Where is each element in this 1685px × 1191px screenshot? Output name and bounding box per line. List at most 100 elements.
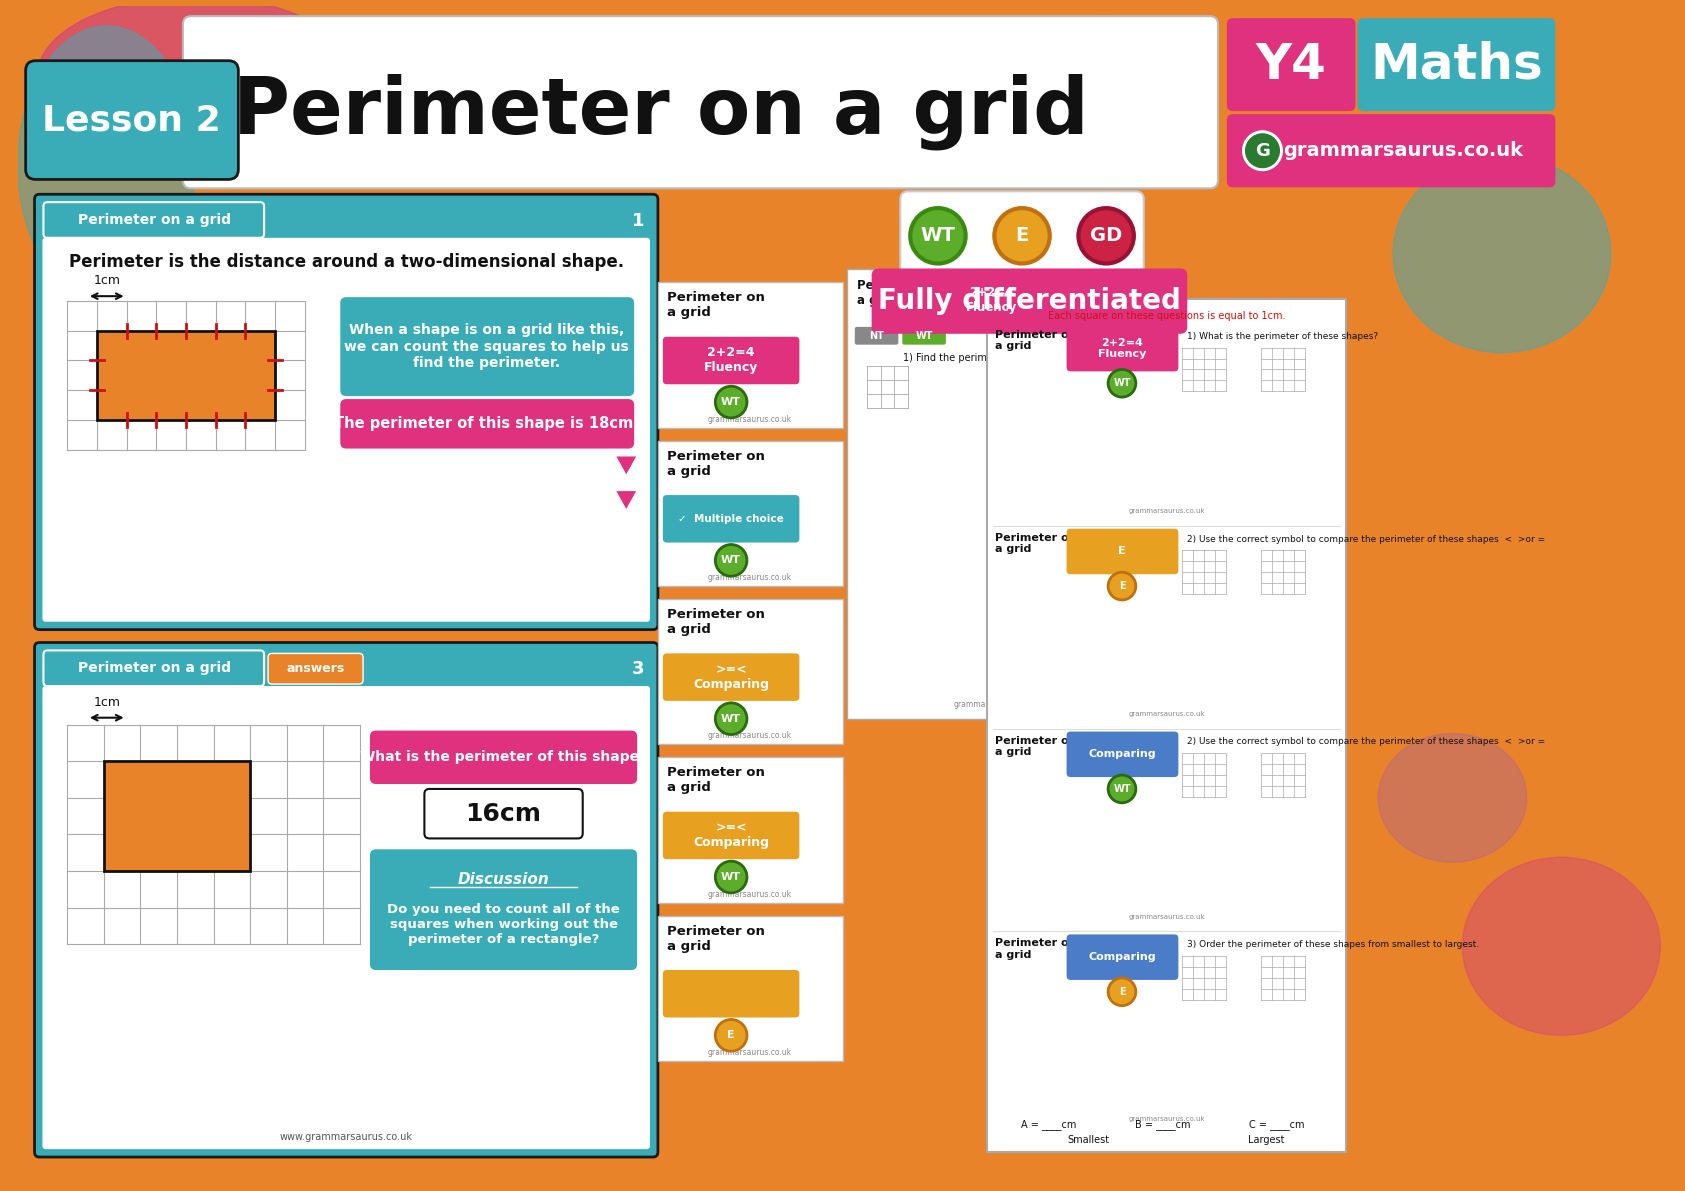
FancyBboxPatch shape: [901, 326, 945, 344]
Text: 2) Use the correct symbol to compare the perimeter of these shapes  <  >or =: 2) Use the correct symbol to compare the…: [1188, 535, 1545, 543]
Text: WT: WT: [920, 226, 955, 245]
Text: Fully differentiated: Fully differentiated: [878, 287, 1181, 316]
Text: Perimeter on a grid: Perimeter on a grid: [78, 213, 231, 227]
Text: Perimeter on
a grid: Perimeter on a grid: [667, 292, 765, 319]
Text: Each square on these questions is equal to 1cm.: Each square on these questions is equal …: [1048, 311, 1286, 322]
Ellipse shape: [185, 858, 404, 1035]
FancyBboxPatch shape: [657, 916, 842, 1061]
Text: WT: WT: [1114, 379, 1131, 388]
Text: WT: WT: [721, 397, 741, 407]
Text: The perimeter of this shape is 18cm.: The perimeter of this shape is 18cm.: [334, 417, 639, 431]
FancyBboxPatch shape: [1067, 326, 1178, 372]
FancyBboxPatch shape: [44, 202, 265, 238]
Text: Perimeter on
a grid: Perimeter on a grid: [667, 766, 765, 794]
FancyBboxPatch shape: [848, 269, 1142, 718]
Text: 1) Find the perimeter of these shapes: 1) Find the perimeter of these shapes: [903, 353, 1087, 362]
Text: 16cm: 16cm: [465, 802, 541, 825]
Text: 1cm: 1cm: [93, 274, 120, 287]
Text: grammarsaurus.co.uk: grammarsaurus.co.uk: [1129, 1116, 1205, 1122]
Text: E: E: [1016, 226, 1028, 245]
Text: Discussion: Discussion: [458, 873, 549, 887]
Text: C = ____cm: C = ____cm: [1249, 1120, 1304, 1130]
Circle shape: [716, 544, 746, 576]
Text: E: E: [1119, 581, 1126, 591]
Text: Perimeter on a grid: Perimeter on a grid: [78, 661, 231, 675]
Text: 2+2=4
Fluency: 2+2=4 Fluency: [1099, 338, 1146, 360]
Text: >=<
Comparing: >=< Comparing: [693, 822, 768, 849]
Text: grammarsaurus.co.uk: grammarsaurus.co.uk: [708, 1048, 792, 1058]
Text: Do you need to count all of the
squares when working out the
perimeter of a rect: Do you need to count all of the squares …: [388, 903, 620, 946]
Bar: [104, 761, 251, 871]
Ellipse shape: [1378, 734, 1527, 862]
FancyBboxPatch shape: [662, 337, 799, 385]
Text: Perimeter on
a grid: Perimeter on a grid: [996, 330, 1077, 351]
FancyBboxPatch shape: [871, 268, 1188, 333]
Text: Comparing: Comparing: [1089, 952, 1156, 962]
Text: WT: WT: [915, 331, 933, 341]
Text: grammarsaurus.co.uk: grammarsaurus.co.uk: [954, 700, 1038, 709]
Text: grammarsaurus.co.uk: grammarsaurus.co.uk: [708, 890, 792, 899]
FancyBboxPatch shape: [268, 654, 362, 684]
Text: www.grammarsaurus.co.uk: www.grammarsaurus.co.uk: [280, 1133, 413, 1142]
FancyBboxPatch shape: [1358, 18, 1555, 111]
Ellipse shape: [1393, 155, 1611, 353]
Text: 1cm: 1cm: [93, 696, 120, 709]
Text: Y4: Y4: [1255, 40, 1326, 88]
Polygon shape: [617, 491, 637, 509]
FancyBboxPatch shape: [371, 730, 637, 784]
Text: 2+2=4
Fluency: 2+2=4 Fluency: [704, 347, 758, 374]
Ellipse shape: [19, 26, 195, 303]
FancyBboxPatch shape: [42, 686, 650, 1149]
Bar: [96, 331, 275, 420]
Circle shape: [1245, 133, 1279, 168]
Text: Perimeter is the distance around a two-dimensional shape.: Perimeter is the distance around a two-d…: [69, 252, 623, 270]
Text: Smallest: Smallest: [1067, 1135, 1109, 1146]
Text: Perimeter on a grid: Perimeter on a grid: [233, 74, 1089, 150]
FancyBboxPatch shape: [900, 192, 1144, 281]
Ellipse shape: [750, 31, 908, 139]
Text: Perimeter on
a grid: Perimeter on a grid: [667, 924, 765, 953]
FancyBboxPatch shape: [662, 969, 799, 1017]
Text: WT: WT: [721, 713, 741, 724]
FancyBboxPatch shape: [927, 275, 1058, 325]
Text: 2+2=4
Fluency: 2+2=4 Fluency: [966, 286, 1018, 314]
Text: Perimeter on
a grid: Perimeter on a grid: [996, 532, 1077, 554]
FancyBboxPatch shape: [25, 61, 238, 180]
Text: grammarsaurus.co.uk: grammarsaurus.co.uk: [1129, 507, 1205, 513]
Text: grammarsaurus.co.uk: grammarsaurus.co.uk: [1129, 711, 1205, 717]
FancyBboxPatch shape: [657, 757, 842, 903]
Text: WT: WT: [721, 872, 741, 883]
Text: When a shape is on a grid like this,
we can count the squares to help us
find th: When a shape is on a grid like this, we …: [344, 324, 629, 370]
FancyBboxPatch shape: [1067, 529, 1178, 574]
Text: grammarsaurus.co.uk: grammarsaurus.co.uk: [708, 573, 792, 582]
Ellipse shape: [1463, 858, 1660, 1035]
Text: E: E: [1119, 987, 1126, 997]
Text: 3) Order the perimeter of these shapes from smallest to largest.: 3) Order the perimeter of these shapes f…: [1188, 941, 1479, 949]
Circle shape: [716, 703, 746, 735]
FancyBboxPatch shape: [184, 17, 1218, 188]
Circle shape: [1078, 208, 1134, 263]
Text: 2) Use the correct symbol to compare the perimeter of these shapes  <  >or =: 2) Use the correct symbol to compare the…: [1188, 737, 1545, 747]
Text: WT: WT: [1114, 784, 1131, 794]
FancyBboxPatch shape: [657, 441, 842, 586]
Text: grammarsaurus.co.uk: grammarsaurus.co.uk: [708, 731, 792, 741]
Text: B = ____cm: B = ____cm: [1134, 1120, 1190, 1130]
FancyBboxPatch shape: [987, 299, 1346, 1152]
Text: 1) What is the perimeter of these shapes?: 1) What is the perimeter of these shapes…: [1188, 332, 1378, 341]
Text: E: E: [1119, 547, 1126, 556]
FancyBboxPatch shape: [1067, 731, 1178, 777]
Text: GD: GD: [1090, 226, 1122, 245]
Circle shape: [910, 208, 966, 263]
Text: Perimeter on
a grid: Perimeter on a grid: [996, 736, 1077, 757]
FancyBboxPatch shape: [1227, 18, 1355, 111]
Text: Comparing: Comparing: [1089, 749, 1156, 760]
FancyBboxPatch shape: [44, 650, 265, 686]
FancyBboxPatch shape: [657, 282, 842, 428]
Circle shape: [716, 1019, 746, 1052]
Circle shape: [1109, 978, 1136, 1005]
Circle shape: [1109, 369, 1136, 397]
Text: G: G: [1255, 142, 1270, 160]
Circle shape: [716, 861, 746, 893]
Text: ✓  Multiple choice: ✓ Multiple choice: [679, 513, 784, 524]
Text: Lesson 2: Lesson 2: [42, 104, 221, 137]
